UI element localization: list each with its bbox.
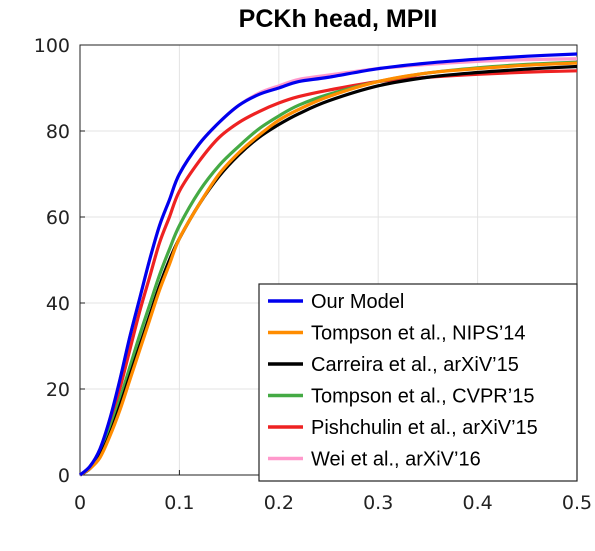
series-line-0 bbox=[78, 52, 578, 477]
legend-item: Tompson et al., CVPR’15 bbox=[268, 386, 534, 408]
legend-item: Our Model bbox=[268, 291, 404, 313]
legend-item: Pishchulin et al., arXiV’15 bbox=[268, 417, 538, 439]
y-tick-label: 40 bbox=[46, 293, 70, 315]
x-tick-label: 0 bbox=[74, 492, 86, 514]
y-tick-label: 100 bbox=[34, 35, 70, 57]
legend-label: Our Model bbox=[311, 291, 404, 313]
legend-item: Tompson et al., NIPS’14 bbox=[268, 323, 526, 345]
y-tick-label: 20 bbox=[46, 379, 70, 401]
y-tick-label: 60 bbox=[46, 207, 70, 229]
x-tick-label: 0.1 bbox=[164, 492, 194, 514]
y-tick-label: 80 bbox=[46, 121, 70, 143]
x-tick-label: 0.3 bbox=[363, 492, 393, 514]
legend-item: Wei et al., arXiV’16 bbox=[268, 449, 481, 471]
y-tick-label: 0 bbox=[58, 465, 70, 487]
chart-title: PCKh head, MPII bbox=[239, 5, 438, 33]
x-tick-label: 0.5 bbox=[562, 492, 592, 514]
series-line-1 bbox=[79, 61, 578, 477]
legend-box bbox=[258, 283, 578, 482]
legend-label: Wei et al., arXiV’16 bbox=[311, 449, 481, 471]
series-lines bbox=[78, 52, 578, 477]
legend-label: Tompson et al., NIPS’14 bbox=[311, 323, 526, 345]
x-tick-label: 0.2 bbox=[264, 492, 294, 514]
legend-label: Tompson et al., CVPR’15 bbox=[311, 386, 534, 408]
legend-label: Pishchulin et al., arXiV’15 bbox=[311, 417, 538, 439]
legend-item: Carreira et al., arXiV’15 bbox=[268, 354, 519, 376]
x-tick-label: 0.4 bbox=[462, 492, 492, 514]
y-axis-ticks: 0 20 40 60 80 100 bbox=[34, 35, 85, 487]
legend: Our Model Tompson et al., NIPS’14 Carreira… bbox=[258, 283, 578, 482]
legend-label: Carreira et al., arXiV’15 bbox=[311, 354, 519, 376]
